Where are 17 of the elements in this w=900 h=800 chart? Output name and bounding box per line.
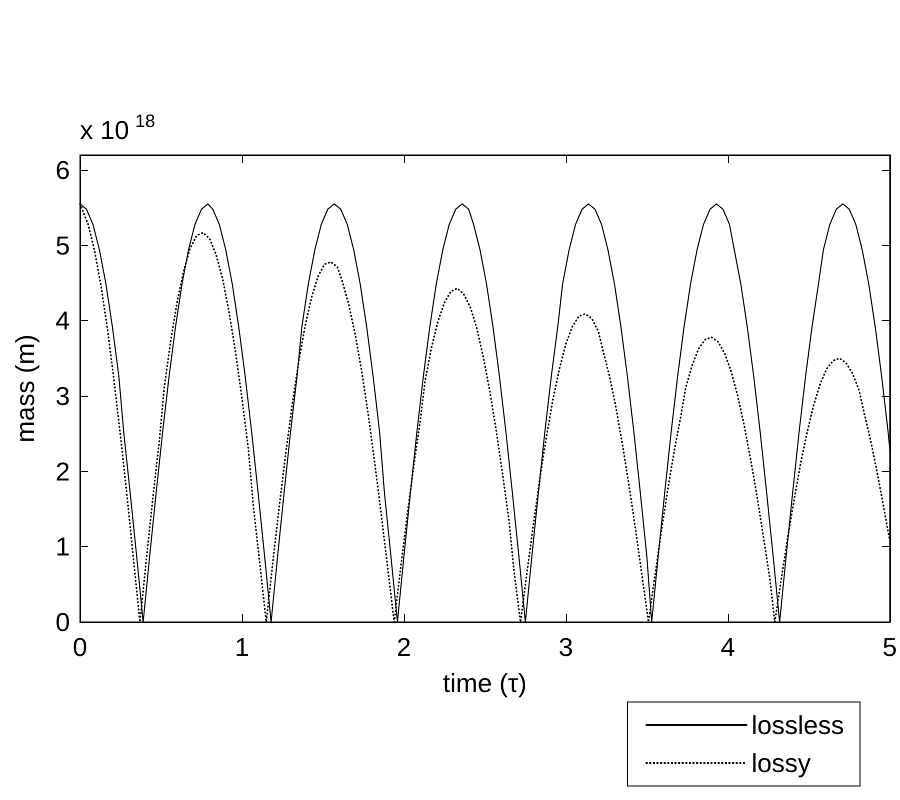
x-tick-label: 4 — [720, 632, 736, 662]
y-tick-label: 0 — [56, 607, 70, 637]
x-tick-label: 5 — [882, 632, 898, 662]
x-axis-title: time (τ) — [442, 668, 527, 698]
x-tick-label: 2 — [396, 632, 412, 662]
legend-label: lossy — [752, 748, 811, 778]
x-tick-label: 1 — [234, 632, 250, 662]
y-axis-title: mass (m) — [10, 334, 40, 443]
y-tick-label: 1 — [56, 532, 70, 562]
y-tick-label: 5 — [56, 230, 70, 260]
y-tick-label: 2 — [56, 456, 70, 486]
y-tick-label: 4 — [56, 306, 70, 336]
x-tick-label: 3 — [558, 632, 574, 662]
text: x 10$^{18}$ — [80, 111, 156, 145]
y-tick-label: 6 — [56, 155, 70, 186]
legend-label: lossless — [752, 710, 844, 740]
y-tick-label: 3 — [56, 381, 70, 412]
